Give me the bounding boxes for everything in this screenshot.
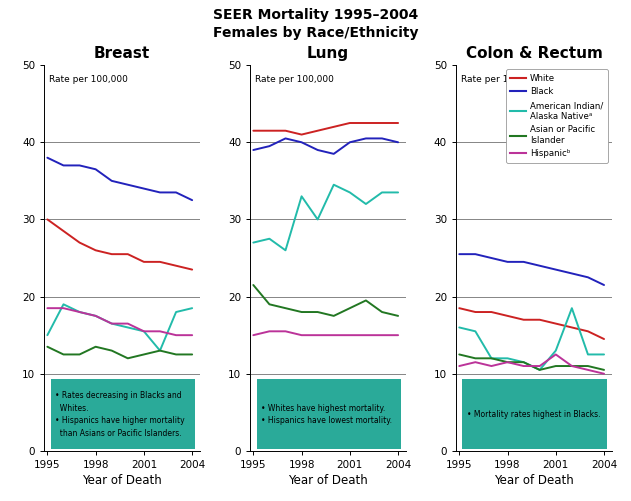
Text: SEER Mortality 1995–2004
Females by Race/Ethnicity: SEER Mortality 1995–2004 Females by Race… xyxy=(213,8,418,40)
Text: Rate per 100,000: Rate per 100,000 xyxy=(49,75,127,84)
Text: Rate per 100,000: Rate per 100,000 xyxy=(461,75,540,84)
Title: Colon & Rectum: Colon & Rectum xyxy=(466,46,603,61)
Text: • Rates decreasing in Blacks and
  Whites.
• Hispanics have higher mortality
  t: • Rates decreasing in Blacks and Whites.… xyxy=(55,391,184,437)
Bar xyxy=(50,379,196,449)
Bar xyxy=(463,379,607,449)
X-axis label: Year of Death: Year of Death xyxy=(494,474,574,487)
Legend: White, Black, American Indian/
Alaska Nativeᵃ, Asian or Pacific
Islander, Hispan: White, Black, American Indian/ Alaska Na… xyxy=(506,70,608,163)
Text: • Whites have highest mortality.
• Hispanics have lowest mortality.: • Whites have highest mortality. • Hispa… xyxy=(261,403,392,425)
Text: Rate per 100,000: Rate per 100,000 xyxy=(255,75,334,84)
Bar xyxy=(257,379,401,449)
X-axis label: Year of Death: Year of Death xyxy=(82,474,162,487)
Title: Lung: Lung xyxy=(307,46,349,61)
Text: • Mortality rates highest in Blacks.: • Mortality rates highest in Blacks. xyxy=(466,410,600,419)
X-axis label: Year of Death: Year of Death xyxy=(288,474,368,487)
Title: Breast: Breast xyxy=(94,46,150,61)
